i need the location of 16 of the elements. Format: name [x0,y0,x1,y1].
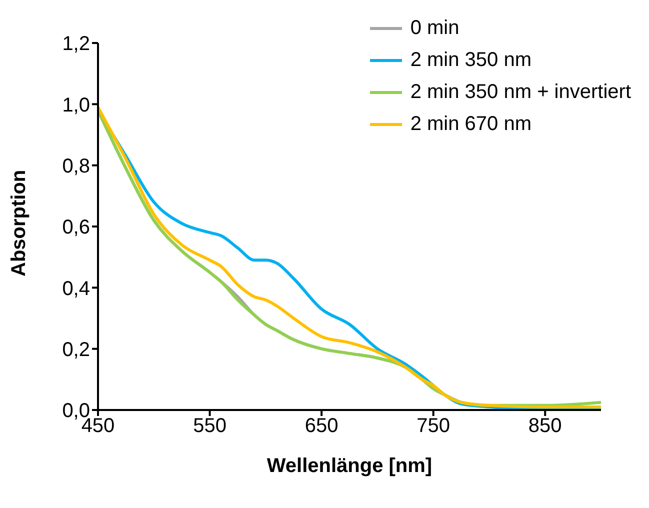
y-tick-label: 0,4 [62,278,90,300]
y-tick-label: 0,6 [62,216,90,239]
y-tick-label: 1,2 [62,33,90,56]
y-tick-label: 0,2 [62,338,90,361]
x-tick-label: 750 [416,415,450,438]
x-tick-label: 850 [528,415,562,438]
legend-label: 2 min 350 nm [410,48,532,73]
y-tick-label: 0,8 [62,155,90,178]
x-axis-title: Wellenlänge [nm] [266,455,432,477]
x-tick-label: 550 [193,415,226,438]
legend-label: 0 min [410,16,460,41]
legend-label: 2 min 670 nm [410,112,532,137]
x-tick-label: 650 [304,415,338,438]
y-axis-title: Absorption [8,170,30,276]
legend-label: 2 min 350 nm + invertiert [410,80,631,105]
y-tick-label: 1,0 [62,94,90,116]
